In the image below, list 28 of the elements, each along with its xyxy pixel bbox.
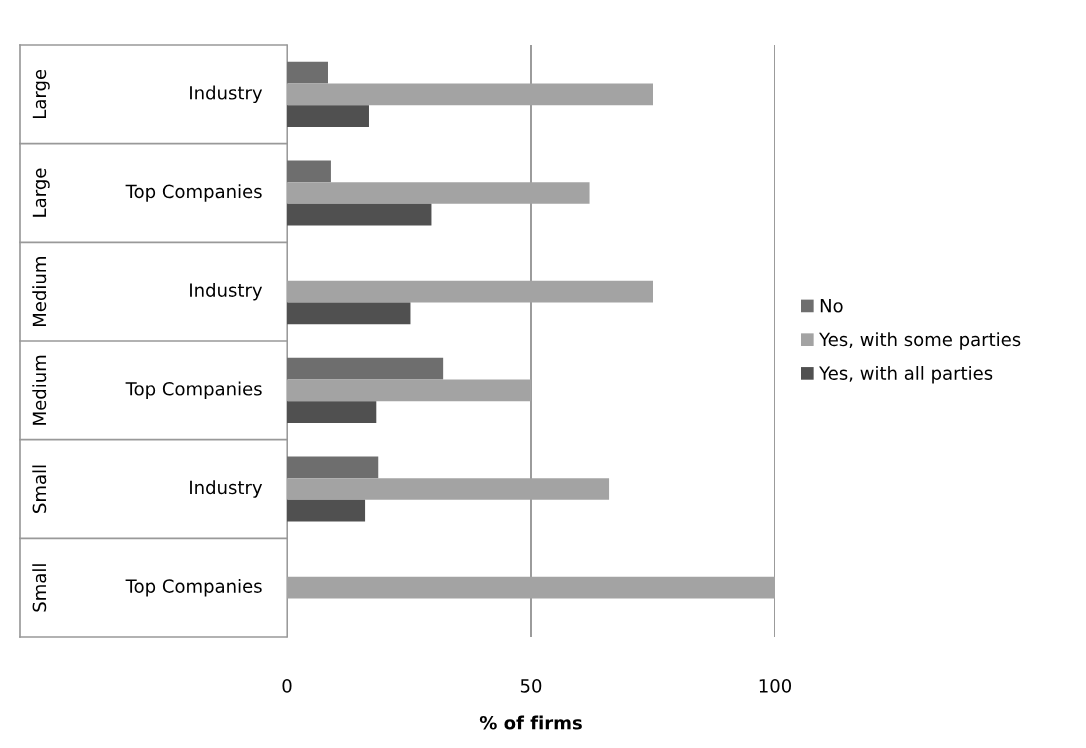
y-tick-label: Industry xyxy=(190,85,263,104)
bar xyxy=(287,105,369,127)
x-axis-title: % of firms xyxy=(479,715,582,730)
bar xyxy=(287,302,411,325)
bar xyxy=(287,357,444,380)
x-tick-label: 100 xyxy=(759,678,792,693)
text: Small xyxy=(32,564,47,612)
y-tick-label: Top Companies xyxy=(125,184,262,202)
bar xyxy=(287,203,432,226)
x-tick-label: 50 xyxy=(520,678,542,693)
bar xyxy=(287,499,366,522)
text: Large xyxy=(32,69,50,118)
y-tick-label: Top Companies xyxy=(125,381,262,400)
y-tick-label: Industry xyxy=(190,480,263,498)
legend-label: No xyxy=(820,299,843,313)
legend-label: Yes, with some parties xyxy=(819,332,1021,350)
bar xyxy=(287,456,379,479)
bar xyxy=(287,61,328,84)
bar xyxy=(287,160,331,183)
y-tick-label: Top Companies xyxy=(125,578,262,597)
text: Medium xyxy=(32,355,47,425)
y-tick-label: Industry xyxy=(190,282,263,301)
x-tick-label: 0 xyxy=(282,678,292,693)
text: Medium xyxy=(32,257,47,326)
legend-label: Yes, with all parties xyxy=(819,365,993,384)
text: Large xyxy=(32,168,50,217)
text: Small xyxy=(32,465,47,513)
bar xyxy=(287,401,377,423)
